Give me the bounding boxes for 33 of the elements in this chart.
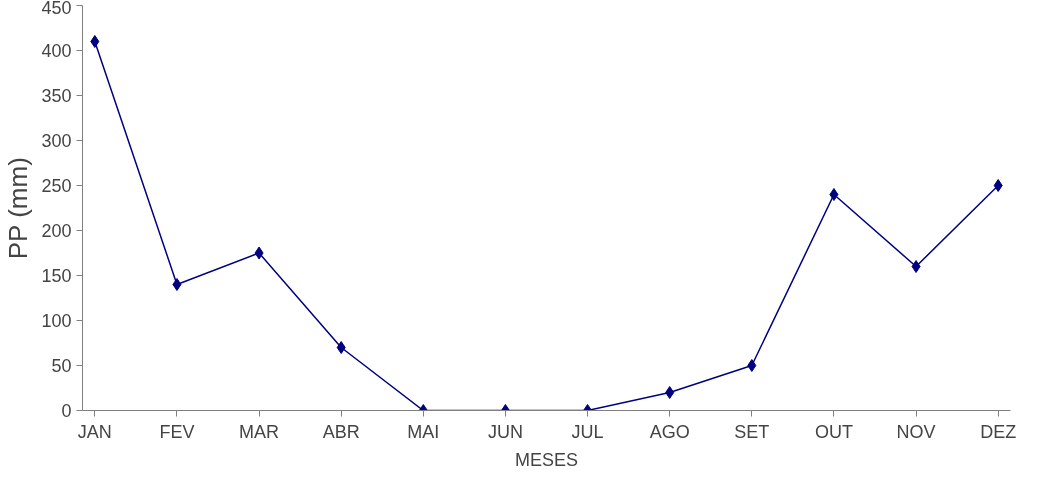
point <box>747 359 757 372</box>
y-tick-label: 200 <box>41 221 72 241</box>
y-tick-label: 350 <box>41 86 72 106</box>
point <box>665 386 675 399</box>
y-tick-label: 100 <box>41 311 72 331</box>
x-tick-label: JUL <box>571 421 604 442</box>
point <box>993 179 1003 192</box>
x-tick-label: SET <box>734 421 770 442</box>
x-tick-label: DEZ <box>980 421 1017 442</box>
x-tick-label: ABR <box>322 421 360 442</box>
point <box>172 278 182 291</box>
point <box>90 35 100 48</box>
point <box>254 246 264 260</box>
point <box>829 188 839 201</box>
y-axis-title: PP (mm) <box>3 157 34 260</box>
x-tick-label: AGO <box>649 421 690 442</box>
x-tick-label: FEV <box>159 421 195 442</box>
y-tick-label: 400 <box>41 41 72 61</box>
y-tick-label: 250 <box>41 176 72 196</box>
x-tick-label: MAR <box>239 421 280 442</box>
x-tick-label: JUN <box>487 421 523 442</box>
point <box>336 341 346 354</box>
y-tick-label: 0 <box>61 401 72 421</box>
point <box>911 260 921 273</box>
y-tick-label: 300 <box>41 131 72 151</box>
x-axis-title: MESES <box>514 449 579 470</box>
x-tick-label: JAN <box>77 421 112 442</box>
x-tick-label: NOV <box>896 421 936 442</box>
x-tick-label: MAI <box>407 421 440 442</box>
y-tick-label: 450 <box>41 0 72 18</box>
x-tick-label: OUT <box>814 421 853 442</box>
y-tick-label: 150 <box>41 266 72 286</box>
y-tick-label: 50 <box>51 356 72 376</box>
